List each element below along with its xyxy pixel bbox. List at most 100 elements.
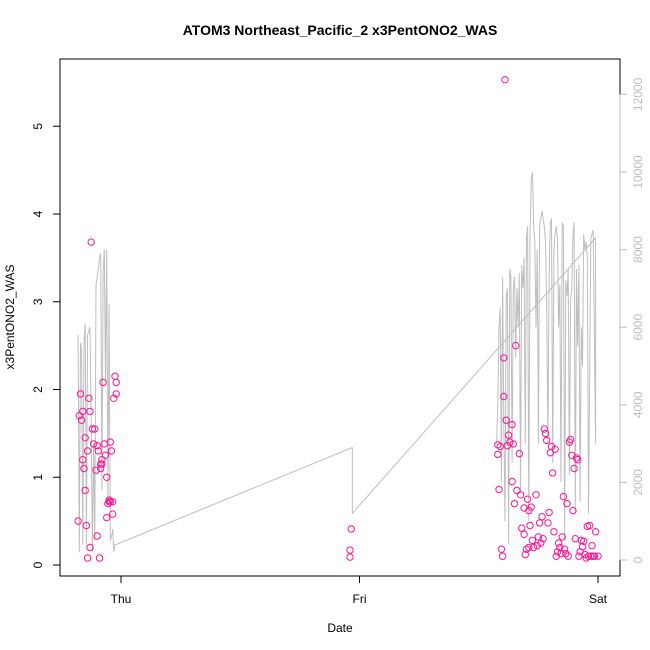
y-tick-label-left: 1 xyxy=(31,474,45,481)
data-point xyxy=(498,552,507,560)
data-point xyxy=(537,539,545,547)
data-point xyxy=(539,535,547,543)
data-point xyxy=(99,378,107,387)
data-point xyxy=(550,528,558,536)
data-point xyxy=(494,450,502,459)
data-point xyxy=(544,519,552,527)
data-point xyxy=(109,510,117,518)
data-point xyxy=(527,503,535,511)
data-point xyxy=(582,554,590,562)
data-point xyxy=(558,533,566,541)
data-point xyxy=(512,341,520,350)
data-point xyxy=(563,499,571,508)
data-point xyxy=(500,354,508,362)
data-point xyxy=(562,549,570,558)
y-tick-label-right: 6000 xyxy=(631,314,645,341)
data-point xyxy=(95,554,104,562)
data-point xyxy=(74,517,82,525)
data-point xyxy=(526,521,534,530)
y-tick-label-left: 5 xyxy=(31,123,45,130)
data-point xyxy=(82,521,91,530)
data-point xyxy=(346,546,354,554)
data-point xyxy=(572,454,581,462)
x-axis-label: Date xyxy=(327,621,353,635)
data-point xyxy=(92,466,100,474)
y-tick-label-right: 10000 xyxy=(631,155,645,189)
data-point xyxy=(502,416,510,424)
points-series xyxy=(74,76,602,562)
data-point xyxy=(587,552,595,560)
data-point xyxy=(501,76,509,84)
data-point xyxy=(515,449,523,458)
data-point xyxy=(91,425,99,433)
data-point xyxy=(594,552,602,560)
data-point xyxy=(93,442,101,450)
data-point xyxy=(513,486,521,495)
data-point xyxy=(86,543,94,552)
data-point xyxy=(87,238,95,246)
data-point xyxy=(103,473,111,481)
data-point xyxy=(518,524,526,532)
data-point xyxy=(522,545,531,553)
data-point xyxy=(85,394,93,402)
data-point xyxy=(520,530,528,538)
data-point xyxy=(83,447,92,455)
x-tick-label: Thu xyxy=(111,592,132,606)
data-point xyxy=(112,378,120,387)
data-point xyxy=(508,420,516,429)
data-point xyxy=(508,477,516,486)
y-tick-label-right: 12000 xyxy=(631,77,645,111)
x-tick-label: Sat xyxy=(589,592,608,606)
data-point xyxy=(591,528,600,536)
data-point xyxy=(89,440,98,448)
data-point xyxy=(569,506,577,515)
data-point xyxy=(506,438,514,446)
data-point xyxy=(77,416,86,424)
data-point xyxy=(570,464,578,473)
x-axis-ticks: Thu Fri Sat xyxy=(111,575,608,606)
data-point xyxy=(347,525,355,533)
data-point xyxy=(543,436,551,445)
data-point xyxy=(83,554,92,562)
data-point xyxy=(98,460,106,468)
line-series xyxy=(77,171,597,553)
data-point xyxy=(528,536,537,545)
data-point xyxy=(81,486,89,495)
data-point xyxy=(554,539,563,547)
data-point xyxy=(566,435,575,444)
y-tick-label-right: 8000 xyxy=(631,236,645,263)
data-point xyxy=(588,542,596,550)
y-axis-right-ticks: 0 2000 4000 6000 8000 10000 12000 xyxy=(619,77,645,563)
chart-title: ATOM3 Northeast_Pacific_2 x3PentONO2_WAS xyxy=(183,22,498,38)
data-point xyxy=(112,390,120,398)
data-point xyxy=(107,447,116,455)
data-point xyxy=(510,499,519,508)
data-point xyxy=(79,456,87,464)
data-point xyxy=(535,519,544,527)
right-axis: 0 2000 4000 6000 8000 10000 12000 xyxy=(619,77,645,563)
data-point xyxy=(81,434,89,442)
data-point xyxy=(88,425,97,433)
data-point xyxy=(109,498,117,506)
data-point xyxy=(93,532,101,540)
data-point xyxy=(521,550,529,559)
data-point xyxy=(532,491,540,499)
data-point xyxy=(346,553,354,561)
data-point xyxy=(98,456,106,464)
data-point xyxy=(559,492,568,501)
data-point xyxy=(509,440,517,448)
data-point xyxy=(574,456,582,464)
data-point xyxy=(560,545,569,553)
y-axis-label: x3PentONO2_WAS xyxy=(3,265,17,370)
data-point xyxy=(496,442,504,451)
data-point xyxy=(529,543,538,552)
data-point xyxy=(578,542,587,551)
series-line xyxy=(77,171,597,553)
data-point xyxy=(104,499,112,508)
data-point xyxy=(545,508,553,517)
data-point xyxy=(80,464,88,473)
y-tick-label-left: 4 xyxy=(31,210,45,217)
data-point xyxy=(101,451,110,459)
data-point xyxy=(500,392,508,401)
